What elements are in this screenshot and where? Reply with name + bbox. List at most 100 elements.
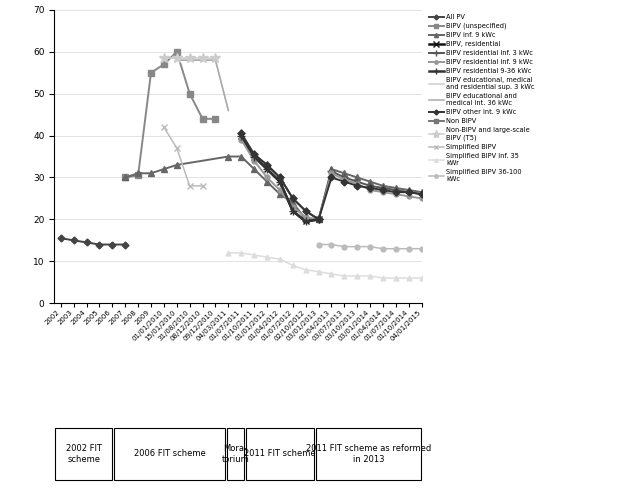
Non-BIPV and large-scale
BIPV (T5) — [186, 55, 194, 61]
Line: Non-BIPV and large-scale
BIPV (T5): Non-BIPV and large-scale BIPV (T5) — [159, 53, 220, 63]
Line: All PV: All PV — [58, 236, 128, 247]
Simplified BIPV — [173, 145, 181, 151]
Bar — [227, 428, 243, 480]
BIPV other int. 9 kWc — [353, 183, 361, 189]
Bar — [56, 428, 112, 480]
BIPV inf. 9 kWc — [302, 216, 309, 222]
BIPV residential inf. 9 kWc — [366, 187, 374, 193]
BIPV other int. 9 kWc — [289, 195, 296, 201]
Line: BIPV residential inf. 3 kWc: BIPV residential inf. 3 kWc — [237, 129, 426, 223]
Line: BIPV, residential: BIPV, residential — [238, 132, 322, 225]
BIPV residential inf. 9 kWc — [302, 214, 309, 220]
BIPV other int. 9 kWc — [392, 189, 400, 195]
BIPV educational, medical
and residential sup. 3 kWc — [212, 57, 219, 63]
Simplified BIPV — [186, 183, 194, 189]
Simplified BIPV inf. 35
kWr — [341, 273, 348, 279]
Simplified BIPV inf. 35
kWr — [238, 250, 245, 256]
BIPV inf. 9 kWc — [418, 189, 426, 195]
BIPV educational and
medical int. 36 kWc — [224, 107, 232, 113]
BIPV residential inf. 3 kWc — [341, 175, 348, 180]
BIPV, residential — [276, 179, 284, 185]
BIPV residential inf. 3 kWc — [405, 189, 413, 195]
Non-BIPV and large-scale
BIPV (T5) — [199, 55, 206, 61]
BIPV residential 9-36 kWc — [250, 154, 258, 160]
All PV — [57, 235, 65, 241]
Non-BIPV and large-scale
BIPV (T5) — [212, 55, 219, 61]
BIPV inf. 9 kWc — [134, 170, 142, 176]
Line: BIPV inf. 9 kWc: BIPV inf. 9 kWc — [123, 154, 424, 222]
BIPV residential inf. 3 kWc — [238, 131, 245, 137]
Simplified BIPV inf. 35
kWr — [263, 254, 271, 260]
BIPV (unspecified) — [134, 173, 142, 178]
Line: Simplified BIPV 36-100
kWc: Simplified BIPV 36-100 kWc — [316, 242, 424, 251]
BIPV residential inf. 3 kWc — [392, 187, 400, 193]
Simplified BIPV inf. 35
kWr — [405, 275, 413, 281]
Simplified BIPV inf. 35
kWr — [289, 262, 296, 268]
Simplified BIPV 36-100
kWc — [315, 242, 323, 247]
BIPV other int. 9 kWc — [238, 131, 245, 137]
BIPV inf. 9 kWc — [379, 183, 387, 189]
BIPV other int. 9 kWc — [276, 175, 284, 180]
BIPV inf. 9 kWc — [366, 179, 374, 185]
Simplified BIPV inf. 35
kWr — [379, 275, 387, 281]
BIPV inf. 9 kWc — [173, 162, 181, 168]
BIPV residential inf. 9 kWc — [328, 170, 335, 176]
Bar — [316, 428, 420, 480]
BIPV inf. 9 kWc — [276, 191, 284, 197]
Simplified BIPV inf. 35
kWr — [366, 273, 374, 279]
BIPV residential inf. 3 kWc — [315, 216, 323, 222]
BIPV other int. 9 kWc — [315, 216, 323, 222]
BIPV residential inf. 3 kWc — [353, 179, 361, 185]
Non-BIPV and large-scale
BIPV (T5) — [173, 55, 181, 61]
BIPV residential inf. 3 kWc — [302, 208, 309, 214]
Simplified BIPV inf. 35
kWr — [392, 275, 400, 281]
BIPV educational, medical
and residential sup. 3 kWc — [224, 107, 232, 113]
BIPV inf. 9 kWc — [147, 170, 155, 176]
BIPV, residential — [315, 216, 323, 222]
Simplified BIPV inf. 35
kWr — [418, 275, 426, 281]
BIPV residential inf. 9 kWc — [418, 195, 426, 201]
BIPV inf. 9 kWc — [121, 175, 129, 180]
BIPV other int. 9 kWc — [405, 189, 413, 195]
BIPV residential inf. 9 kWc — [238, 137, 245, 143]
Simplified BIPV 36-100
kWc — [418, 246, 426, 251]
BIPV residential 9-36 kWc — [315, 216, 323, 222]
BIPV (unspecified) — [160, 62, 167, 68]
Text: Mora-
torium: Mora- torium — [222, 444, 249, 463]
BIPV residential inf. 3 kWc — [263, 162, 271, 168]
Bar — [246, 428, 314, 480]
BIPV residential 9-36 kWc — [302, 218, 309, 224]
Line: BIPV other int. 9 kWc: BIPV other int. 9 kWc — [239, 131, 424, 222]
All PV — [109, 242, 116, 247]
BIPV residential inf. 9 kWc — [379, 189, 387, 195]
BIPV residential inf. 9 kWc — [353, 181, 361, 187]
BIPV educational, medical
and residential sup. 3 kWc — [173, 57, 181, 63]
BIPV residential 9-36 kWc — [276, 179, 284, 185]
BIPV educational and
medical int. 36 kWc — [186, 57, 194, 63]
Line: BIPV (unspecified): BIPV (unspecified) — [122, 49, 219, 180]
Line: Simplified BIPV: Simplified BIPV — [161, 124, 205, 189]
BIPV residential inf. 9 kWc — [392, 191, 400, 197]
Text: 2011 FIT scheme: 2011 FIT scheme — [244, 449, 316, 458]
BIPV residential inf. 9 kWc — [405, 193, 413, 199]
BIPV (unspecified) — [173, 49, 181, 55]
BIPV inf. 9 kWc — [392, 185, 400, 191]
All PV — [96, 242, 104, 247]
BIPV residential inf. 9 kWc — [276, 187, 284, 193]
Text: 2002 FIT
scheme: 2002 FIT scheme — [66, 444, 102, 463]
Line: BIPV residential 9-36 kWc: BIPV residential 9-36 kWc — [237, 132, 323, 226]
Simplified BIPV 36-100
kWc — [379, 246, 387, 251]
BIPV residential inf. 3 kWc — [418, 191, 426, 197]
BIPV residential inf. 9 kWc — [315, 216, 323, 222]
BIPV (unspecified) — [186, 91, 194, 97]
All PV — [121, 242, 129, 247]
Simplified BIPV inf. 35
kWr — [250, 252, 258, 258]
BIPV (unspecified) — [199, 116, 206, 122]
Text: 2011 FIT scheme as reformed
in 2013: 2011 FIT scheme as reformed in 2013 — [306, 444, 431, 463]
BIPV other int. 9 kWc — [263, 162, 271, 168]
BIPV (unspecified) — [121, 175, 129, 180]
BIPV inf. 9 kWc — [353, 175, 361, 180]
Line: BIPV residential inf. 9 kWc: BIPV residential inf. 9 kWc — [239, 138, 424, 222]
BIPV, residential — [302, 218, 309, 224]
BIPV other int. 9 kWc — [379, 187, 387, 193]
